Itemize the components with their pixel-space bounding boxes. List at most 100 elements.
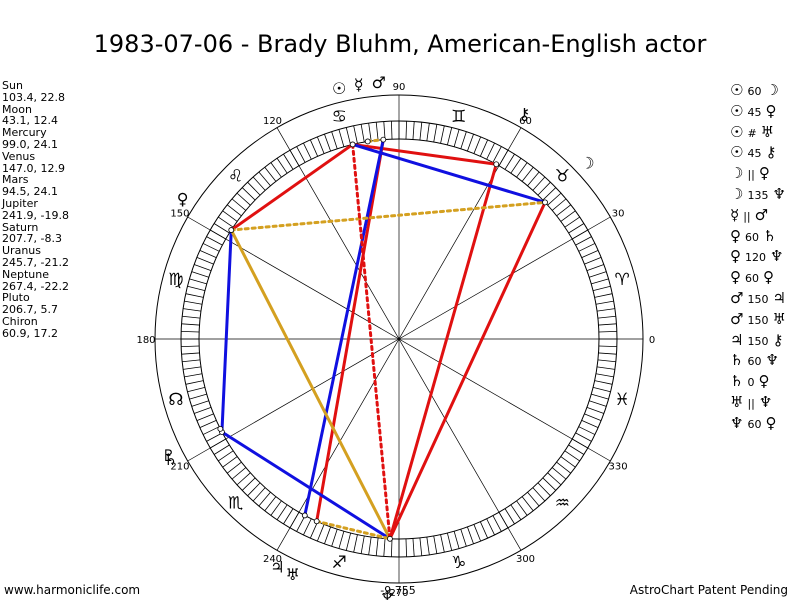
degree-tick bbox=[453, 531, 460, 549]
aspect-angle: 45 bbox=[747, 147, 762, 161]
degree-tick bbox=[589, 400, 607, 407]
planet-values: 241.9, -19.8 bbox=[2, 208, 69, 222]
zodiac-sign-glyph: ♏ bbox=[228, 493, 243, 513]
degree-tick bbox=[560, 456, 576, 468]
degree-tick bbox=[564, 216, 580, 228]
aspect-planet-2: ♀ bbox=[765, 101, 777, 120]
aspect-row: ☉ # ♅ bbox=[730, 122, 786, 143]
degree-tick bbox=[575, 236, 592, 246]
aspect-row: ♂ 150 ♅ bbox=[730, 309, 786, 330]
aspect-planet-2: ♂ bbox=[754, 205, 769, 224]
degree-tick bbox=[187, 285, 206, 292]
degree-tick bbox=[532, 176, 546, 191]
degree-tick bbox=[589, 271, 607, 278]
planet-name: Jupiter bbox=[2, 196, 38, 210]
degree-tick bbox=[222, 210, 238, 222]
degree-tick bbox=[479, 521, 489, 539]
degree-tick bbox=[591, 278, 609, 285]
degree-tick bbox=[316, 136, 325, 154]
degree-tick bbox=[183, 308, 202, 312]
planet-marker bbox=[493, 161, 500, 168]
degree-tick bbox=[226, 461, 242, 474]
aspect-row: ☉ 45 ⚷ bbox=[730, 142, 786, 163]
degree-tick bbox=[345, 532, 352, 551]
degree-tick bbox=[527, 491, 540, 507]
aspect-line bbox=[315, 138, 385, 523]
degree-tick bbox=[202, 243, 220, 252]
degree-label: 210 bbox=[170, 462, 189, 473]
degree-tick bbox=[460, 529, 467, 547]
degree-tick bbox=[264, 496, 277, 512]
degree-tick bbox=[184, 373, 203, 378]
degree-tick bbox=[182, 359, 201, 363]
degree-tick bbox=[324, 526, 331, 544]
degree-tick bbox=[383, 121, 386, 140]
degree-label: 300 bbox=[516, 554, 535, 565]
aspect-angle: 60 bbox=[747, 417, 762, 431]
degree-tick bbox=[564, 450, 580, 462]
zodiac-sign-glyph: ♌ bbox=[228, 167, 243, 187]
degree-tick bbox=[504, 153, 515, 170]
aspect-row: ♀ 60 ♀ bbox=[730, 267, 786, 288]
degree-tick bbox=[598, 352, 617, 355]
degree-tick bbox=[353, 534, 358, 553]
degree-tick bbox=[191, 400, 209, 407]
degree-tick bbox=[338, 531, 345, 549]
aspect-planet-2: ♆ bbox=[758, 392, 773, 411]
aspect-planet-2: ⚷ bbox=[772, 330, 784, 349]
planet-marker bbox=[313, 518, 320, 525]
degree-tick bbox=[185, 380, 204, 385]
bottom-label: -9,755 bbox=[380, 584, 415, 597]
aspect-planet-1: ♄ bbox=[730, 351, 744, 370]
planet-glyph: ⚷ bbox=[519, 105, 531, 124]
degree-tick bbox=[236, 472, 251, 486]
degree-tick bbox=[453, 129, 460, 147]
degree-tick bbox=[353, 125, 358, 144]
planet-marker bbox=[387, 535, 393, 542]
planet-glyphs: ☉ ☽ ☿ ♀ ♂ ♃ ♄ ♅ ♆ ♇ ⚷ bbox=[161, 73, 594, 600]
degree-tick bbox=[426, 536, 430, 555]
aspect-line bbox=[229, 200, 547, 232]
aspect-angle: 60 bbox=[745, 230, 759, 244]
planet-name: Venus bbox=[2, 149, 36, 163]
aspect-line bbox=[229, 142, 355, 232]
planet-values: 206.7, 5.7 bbox=[2, 303, 58, 317]
aspect-angle: 45 bbox=[747, 105, 762, 119]
degree-tick bbox=[460, 131, 467, 149]
planet-glyph: ☉ bbox=[332, 79, 346, 98]
degree-tick bbox=[331, 529, 338, 547]
degree-tick bbox=[598, 330, 617, 333]
degree-tick bbox=[575, 432, 592, 442]
aspect-planet-2: ♅ bbox=[772, 309, 786, 328]
degree-tick bbox=[338, 129, 345, 147]
aspect-planet-2: ☽ bbox=[765, 81, 779, 99]
degree-tick bbox=[185, 293, 204, 298]
planet-values: 207.7, -8.3 bbox=[2, 232, 62, 246]
degree-tick bbox=[433, 535, 438, 554]
aspect-planet-2: ♀ bbox=[758, 164, 770, 183]
planet-glyph: ♆ bbox=[380, 588, 394, 600]
degree-tick bbox=[586, 264, 604, 271]
aspect-angle: || bbox=[747, 168, 755, 182]
zodiac-sign-glyph: ♈ bbox=[615, 270, 630, 290]
planet-values: 94.5, 24.1 bbox=[2, 185, 58, 199]
degree-tick bbox=[594, 293, 613, 298]
degree-tick bbox=[390, 121, 393, 140]
sign-glyphs: ♈ ♉ ♊ ♋ ♌ ♍ ☊ ♏ ♐ ♑ ♒ ♓ bbox=[168, 107, 630, 573]
degree-tick bbox=[479, 139, 489, 157]
degree-label: 240 bbox=[263, 554, 282, 565]
degree-tick bbox=[473, 524, 482, 542]
degree-tick bbox=[592, 386, 611, 393]
planet-marker bbox=[301, 512, 308, 519]
planet-marker bbox=[542, 199, 548, 206]
aspect-planet-1: ♄ bbox=[730, 372, 744, 391]
degree-tick bbox=[560, 210, 576, 222]
planet-values: 103.4, 22.8 bbox=[2, 90, 65, 104]
planet-name: Saturn bbox=[2, 220, 39, 234]
aspect-row: ☽ || ♀ bbox=[730, 163, 786, 184]
degree-tick bbox=[419, 122, 423, 141]
footer-website[interactable]: www.harmoniclife.com bbox=[4, 583, 141, 597]
degree-tick bbox=[591, 393, 609, 400]
aspect-line bbox=[388, 162, 498, 541]
chart-title: 1983-07-06 - Brady Bluhm, American-Engli… bbox=[93, 30, 707, 58]
